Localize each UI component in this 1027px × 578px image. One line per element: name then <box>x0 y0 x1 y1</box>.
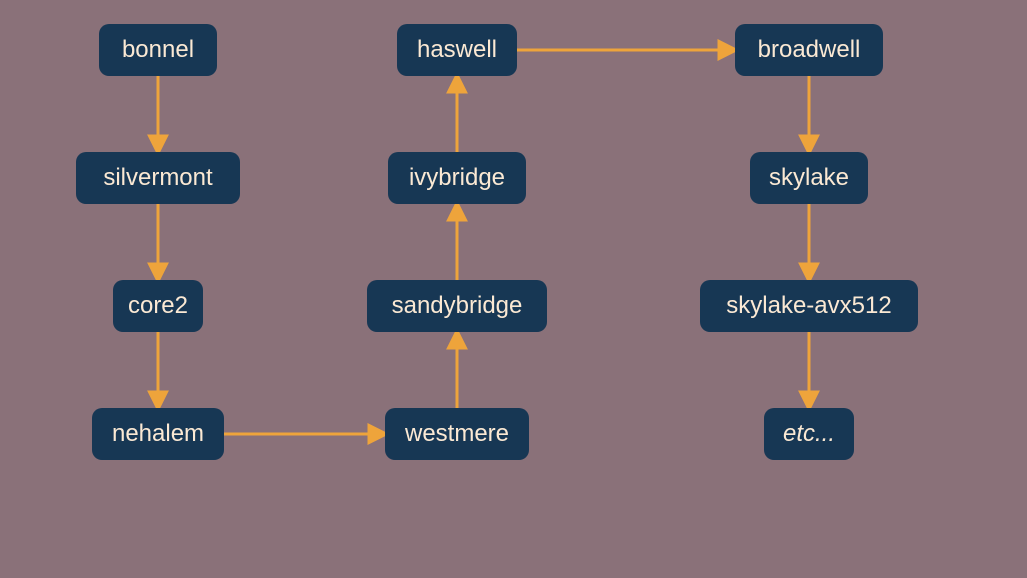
node-label: nehalem <box>112 420 204 448</box>
node-label: silvermont <box>103 164 212 192</box>
node-label: skylake <box>769 164 849 192</box>
node-bonnel: bonnel <box>99 24 217 76</box>
node-core2: core2 <box>113 280 203 332</box>
node-broadwell: broadwell <box>735 24 883 76</box>
node-label: etc... <box>783 420 835 448</box>
node-ivybridge: ivybridge <box>388 152 526 204</box>
node-label: core2 <box>128 292 188 320</box>
node-label: westmere <box>405 420 509 448</box>
node-label: sandybridge <box>392 292 523 320</box>
cpu-arch-flowchart: bonnel silvermont core2 nehalem westmere sand… <box>0 0 1027 578</box>
node-label: ivybridge <box>409 164 505 192</box>
node-sandybridge: sandybridge <box>367 280 547 332</box>
node-etc: etc... <box>764 408 854 460</box>
node-label: haswell <box>417 36 497 64</box>
node-nehalem: nehalem <box>92 408 224 460</box>
node-haswell: haswell <box>397 24 517 76</box>
node-westmere: westmere <box>385 408 529 460</box>
node-skylake512: skylake-avx512 <box>700 280 918 332</box>
node-label: bonnel <box>122 36 194 64</box>
node-label: broadwell <box>758 36 861 64</box>
node-label: skylake-avx512 <box>726 292 891 320</box>
node-silvermont: silvermont <box>76 152 240 204</box>
node-skylake: skylake <box>750 152 868 204</box>
